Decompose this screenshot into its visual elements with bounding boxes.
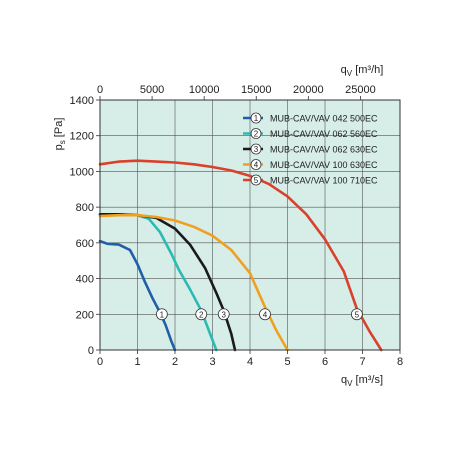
legend-label-5: MUB-CAV/VAV 100 710EC	[270, 176, 378, 186]
legend-label-1: MUB-CAV/VAV 042 500EC	[270, 114, 378, 124]
series-line-5	[98, 159, 383, 352]
series-marker-label-3: 3	[222, 310, 227, 319]
tick-labels: 0 1 2 3 4 5 6 7 8 0 5000 10000 15000 20000 25000 0 200 40…	[70, 84, 404, 368]
series-marker-label-1: 1	[160, 310, 165, 319]
x-tick-label: 2	[172, 356, 178, 368]
y-axis-title: ps [Pa]	[53, 118, 67, 151]
series-marker-4	[259, 308, 271, 321]
y-tick-label: 800	[76, 202, 94, 214]
x-tick-label: 7	[359, 356, 365, 368]
series-marker-1	[155, 308, 168, 321]
y-tick-label: 1000	[70, 166, 94, 178]
x2-tick-label: 25000	[345, 84, 376, 96]
y-tick-label: 1200	[70, 131, 94, 143]
y-tick-label: 600	[76, 238, 94, 250]
x2-tick-label: 0	[97, 84, 103, 96]
x-tick-label: 5	[284, 356, 290, 368]
series-marker-label-5: 5	[355, 310, 360, 319]
y-tick-label: 400	[76, 274, 94, 286]
x2-tick-label: 20000	[293, 84, 324, 96]
legend-marker-label-5: 5	[254, 176, 259, 185]
legend-label-2: MUB-CAV/VAV 062 560EC	[270, 129, 378, 139]
legend-marker-label-3: 3	[254, 145, 259, 154]
x-axis-title: qV [m³/s]	[341, 374, 383, 388]
x-tick-label: 8	[397, 356, 403, 368]
legend-marker-label-1: 1	[254, 114, 259, 123]
x-tick-label: 3	[209, 356, 215, 368]
legend-marker-5	[250, 174, 262, 186]
x2-tick-label: 10000	[189, 84, 220, 96]
series-marker-2	[195, 308, 208, 321]
y-tick-label: 200	[76, 309, 94, 321]
legend-marker-4	[250, 159, 262, 170]
legend-marker-3	[250, 143, 262, 155]
y-tick-label: 1400	[70, 95, 94, 107]
legend: 1 MUB-CAV/VAV 042 500EC 2 MUB-CAV/VAV 062 5…	[243, 112, 378, 186]
series-marker-label-4: 4	[263, 310, 268, 319]
series-layer: 1 2 3 4 5	[98, 159, 383, 352]
legend-marker-label-2: 2	[254, 130, 259, 139]
series-line-1	[98, 239, 177, 352]
x-tick-label: 1	[134, 356, 140, 368]
axis-titles: qV [m³/s] qV [m³/h] ps [Pa]	[53, 64, 383, 388]
legend-label-4: MUB-CAV/VAV 100 630EC	[270, 160, 378, 170]
series-marker-5	[350, 308, 363, 321]
legend-marker-1	[250, 112, 262, 124]
legend-marker-label-4: 4	[254, 161, 259, 170]
series-marker-3	[217, 308, 230, 321]
y-tick-label: 0	[88, 345, 94, 357]
series-marker-label-2: 2	[199, 310, 204, 319]
x-tick-label: 6	[322, 356, 328, 368]
legend-marker-2	[250, 128, 262, 139]
x-tick-label: 0	[97, 356, 103, 368]
x2-axis-title: qV [m³/h]	[341, 64, 384, 78]
legend-label-3: MUB-CAV/VAV 062 630EC	[270, 145, 378, 155]
x2-tick-label: 5000	[140, 84, 164, 96]
x-tick-label: 4	[247, 356, 253, 368]
x2-tick-label: 15000	[241, 84, 272, 96]
